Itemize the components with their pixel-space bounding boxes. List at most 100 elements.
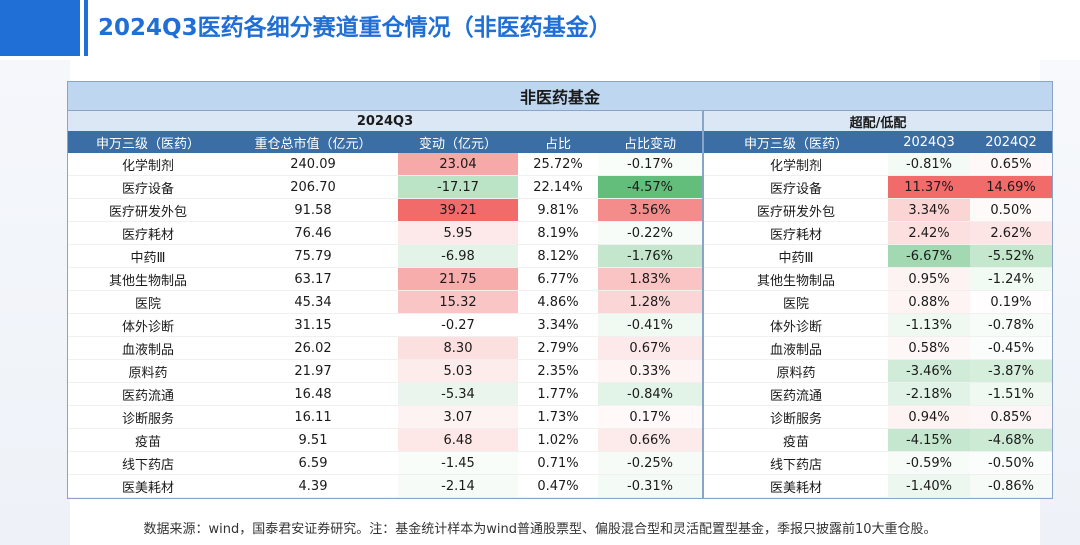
group-header-over-under: 超配/低配 [703,110,1053,131]
cell-value-change: -5.34 [398,382,518,406]
cell-holding-value: 75.79 [228,244,398,268]
cell-share-change: 0.17% [598,405,704,429]
cell-industry-name: 体外诊断 [703,313,888,337]
cell-industry-name: 医院 [68,290,228,314]
cell-overweight-2024q2: 0.65% [970,153,1053,176]
cell-overweight-2024q2: -4.68% [970,428,1053,452]
cell-share: 8.19% [518,221,598,245]
column-header: 占比变动 [598,131,704,153]
cell-overweight-2024q3: -4.15% [888,428,970,452]
cell-holding-value: 45.34 [228,290,398,314]
cell-share: 9.81% [518,198,598,222]
cell-overweight-2024q3: -1.13% [888,313,970,337]
page-title: 2024Q3医药各细分赛道重仓情况（非医药基金） [98,15,612,41]
cell-industry-name: 疫苗 [68,428,228,452]
cell-share-change: 0.67% [598,336,704,360]
table-row: 疫苗 9.51 6.48 1.02% 0.66% 疫苗 -4.15% -4.68% [68,428,1053,452]
cell-overweight-2024q3: -6.67% [888,244,970,268]
cell-share-change: -0.25% [598,451,704,475]
cell-value-change: 5.95 [398,221,518,245]
cell-value-change: 3.07 [398,405,518,429]
cell-industry-name: 线下药店 [68,451,228,475]
cell-share: 1.77% [518,382,598,406]
table-row: 血液制品 26.02 8.30 2.79% 0.67% 血液制品 0.58% -0.45% [68,336,1053,360]
cell-overweight-2024q3: 0.88% [888,290,970,314]
table-row: 线下药店 6.59 -1.45 0.71% -0.25% 线下药店 -0.59% -0.50% [68,451,1053,475]
cell-share-change: -4.57% [598,175,704,199]
cell-overweight-2024q2: 0.85% [970,405,1053,429]
cell-value-change: 39.21 [398,198,518,222]
cell-overweight-2024q3: 0.94% [888,405,970,429]
cell-value-change: -6.98 [398,244,518,268]
cell-industry-name: 疫苗 [703,428,888,452]
table-row: 中药Ⅲ 75.79 -6.98 8.12% -1.76% 中药Ⅲ -6.67% -5.52% [68,244,1053,268]
cell-industry-name: 化学制剂 [68,153,228,176]
table-row: 医药流通 16.48 -5.34 1.77% -0.84% 医药流通 -2.18% -1.51… [68,382,1053,406]
cell-overweight-2024q2: -3.87% [970,359,1053,383]
cell-overweight-2024q2: -0.78% [970,313,1053,337]
cell-industry-name: 医药流通 [68,382,228,406]
column-header: 变动（亿元） [398,131,518,153]
footnote: 数据来源：wind，国泰君安证券研究。注：基金统计样本为wind普通股票型、偏股… [143,522,937,537]
cell-overweight-2024q3: -2.18% [888,382,970,406]
cell-share-change: 3.56% [598,198,704,222]
cell-industry-name: 中药Ⅲ [703,244,888,268]
cell-overweight-2024q2: -5.52% [970,244,1053,268]
table-row: 医疗研发外包 91.58 39.21 9.81% 3.56% 医疗研发外包 3.34% 0.5… [68,198,1053,222]
cell-share-change: 1.83% [598,267,704,291]
table-main-header: 非医药基金 [68,82,1053,111]
cell-share-change: -0.41% [598,313,704,337]
cell-industry-name: 医美耗材 [68,474,228,498]
table-row: 诊断服务 16.11 3.07 1.73% 0.17% 诊断服务 0.94% 0.85% [68,405,1053,429]
cell-holding-value: 240.09 [228,153,398,176]
cell-industry-name: 中药Ⅲ [68,244,228,268]
cell-value-change: 15.32 [398,290,518,314]
cell-overweight-2024q3: 0.58% [888,336,970,360]
cell-overweight-2024q2: -0.45% [970,336,1053,360]
cell-overweight-2024q3: -0.59% [888,451,970,475]
cell-overweight-2024q3: 3.34% [888,198,970,222]
table-row: 医疗耗材 76.46 5.95 8.19% -0.22% 医疗耗材 2.42% 2.62% [68,221,1053,245]
cell-value-change: -17.17 [398,175,518,199]
cell-value-change: 23.04 [398,153,518,176]
cell-holding-value: 6.59 [228,451,398,475]
cell-share: 1.02% [518,428,598,452]
cell-industry-name: 血液制品 [703,336,888,360]
cell-industry-name: 医疗研发外包 [68,198,228,222]
table-body: 化学制剂 240.09 23.04 25.72% -0.17% 化学制剂 -0.81% 0.6… [68,153,1053,498]
cell-industry-name: 体外诊断 [68,313,228,337]
cell-holding-value: 206.70 [228,175,398,199]
cell-value-change: -1.45 [398,451,518,475]
cell-holding-value: 63.17 [228,267,398,291]
cell-share-change: -0.17% [598,153,704,176]
cell-holding-value: 16.11 [228,405,398,429]
table-column-header-row: 申万三级（医药） 重仓总市值（亿元） 变动（亿元） 占比 占比变动 申万三级（医… [68,131,1053,153]
column-header: 申万三级（医药） [703,131,888,153]
cell-overweight-2024q2: 2.62% [970,221,1053,245]
cell-share-change: -0.22% [598,221,704,245]
cell-holding-value: 26.02 [228,336,398,360]
cell-overweight-2024q2: -0.86% [970,474,1053,498]
cell-overweight-2024q3: 0.95% [888,267,970,291]
table-main-header-row: 非医药基金 [68,82,1053,111]
cell-industry-name: 医疗耗材 [68,221,228,245]
cell-holding-value: 31.15 [228,313,398,337]
cell-holding-value: 91.58 [228,198,398,222]
cell-share: 2.79% [518,336,598,360]
cell-industry-name: 血液制品 [68,336,228,360]
cell-value-change: 6.48 [398,428,518,452]
cell-value-change: -0.27 [398,313,518,337]
cell-overweight-2024q3: -3.46% [888,359,970,383]
cell-share: 8.12% [518,244,598,268]
table-row: 体外诊断 31.15 -0.27 3.34% -0.41% 体外诊断 -1.13% -0.78… [68,313,1053,337]
cell-industry-name: 医疗耗材 [703,221,888,245]
table-row: 原料药 21.97 5.03 2.35% 0.33% 原料药 -3.46% -3.87% [68,359,1053,383]
cell-share-change: -0.84% [598,382,704,406]
cell-industry-name: 诊断服务 [703,405,888,429]
cell-industry-name: 化学制剂 [703,153,888,176]
column-header: 占比 [518,131,598,153]
table-row: 医疗设备 206.70 -17.17 22.14% -4.57% 医疗设备 11.37% 14… [68,175,1053,199]
column-header: 2024Q3 [888,131,970,153]
title-accent-line [84,0,88,56]
cell-industry-name: 医疗设备 [703,175,888,199]
